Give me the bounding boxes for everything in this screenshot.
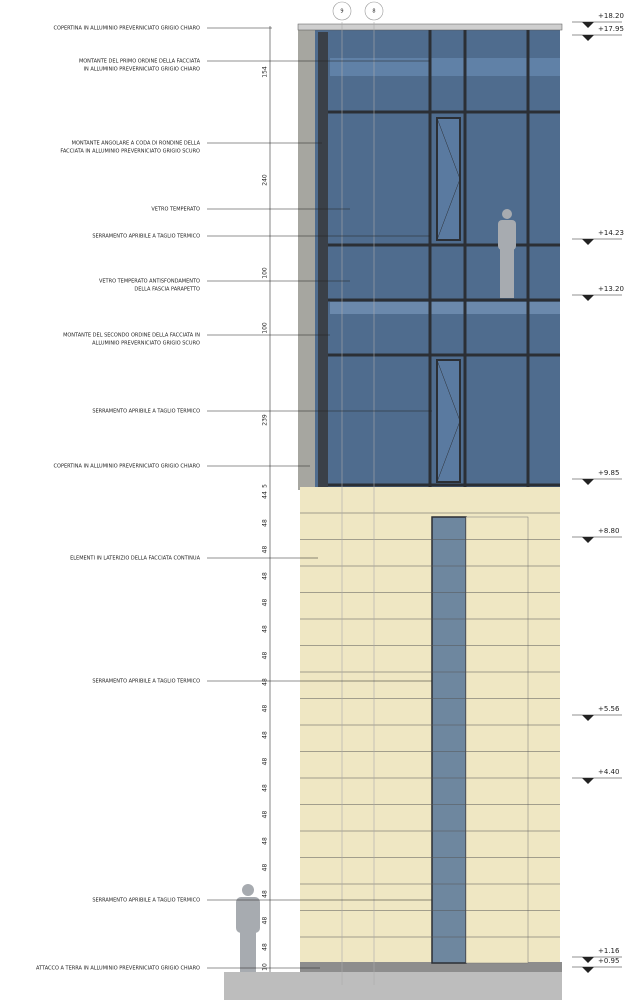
- dimension-text: 239: [262, 414, 269, 426]
- dimension-text: 154: [262, 66, 269, 78]
- window: [436, 117, 461, 241]
- dimension-text: 48: [262, 943, 269, 951]
- annotation-text: SERRAMENTO APRIBILE A TAGLIO TERMICO: [92, 679, 200, 685]
- window: [436, 359, 461, 483]
- reflection: [330, 302, 560, 314]
- level-marker: [582, 967, 594, 973]
- dimension-text: 48: [262, 758, 269, 766]
- window-strip: [431, 516, 467, 964]
- dimension-text: 48: [262, 837, 269, 845]
- level-label: +14.23: [598, 229, 624, 237]
- dimension-text: 48: [262, 519, 269, 527]
- annotation-text: FACCIATA IN ALLUMINIO PREVERNICIATO GRIG…: [60, 149, 200, 155]
- dimension-text: 48: [262, 652, 269, 660]
- dimension-text: 48: [262, 599, 269, 607]
- dimension-text: 48: [262, 784, 269, 792]
- level-label: +8.80: [598, 527, 619, 535]
- level-marker: [582, 35, 594, 41]
- dimension-text: 48: [262, 705, 269, 713]
- dimension-text: 100: [262, 267, 269, 279]
- reflection: [330, 58, 560, 76]
- dimension-text: 48: [262, 890, 269, 898]
- annotation-text: VETRO TEMPERATO: [151, 207, 200, 213]
- annotation-text: SERRAMENTO APRIBILE A TAGLIO TERMICO: [92, 234, 200, 240]
- annotation-text: MONTANTE DEL PRIMO ORDINE DELLA FACCIATA: [79, 59, 201, 65]
- annotation-text: ELEMENTI IN LATERIZIO DELLA FACCIATA CON…: [70, 556, 200, 562]
- level-marker: [582, 715, 594, 721]
- corner-mullion: [318, 32, 328, 487]
- grid-bubble-label: 8: [372, 9, 375, 15]
- level-label: +1.16: [598, 947, 620, 955]
- level-marker: [582, 957, 594, 963]
- opening-sign: [436, 359, 461, 483]
- level-label: +5.56: [598, 705, 620, 713]
- annotation-text: VETRO TEMPERATO ANTISFONDAMENTO: [99, 279, 200, 285]
- base-flashing: [300, 962, 562, 972]
- dimension-text: 44: [262, 491, 269, 499]
- dimension-text: 48: [262, 625, 269, 633]
- level-label: +18.20: [598, 12, 624, 20]
- level-marker: [582, 239, 594, 245]
- level-marker: [582, 537, 594, 543]
- frames: [300, 30, 560, 964]
- annotation-text: MONTANTE ANGOLARE A CODA DI RONDINE DELL…: [72, 141, 201, 147]
- dimension-text: 48: [262, 678, 269, 686]
- annotation-text: COPERTINA IN ALLUMINIO PREVERNICIATO GRI…: [54, 26, 201, 32]
- annotation-text: COPERTINA IN ALLUMINIO PREVERNICIATO GRI…: [54, 464, 201, 470]
- dimension-text: 48: [262, 731, 269, 739]
- level-marker: [582, 479, 594, 485]
- ground: [224, 972, 562, 1000]
- dimension-text: 48: [262, 917, 269, 925]
- annotation-text: IN ALLUMINIO PREVERNICIATO GRIGIO CHIARO: [84, 67, 201, 73]
- level-marker: [582, 778, 594, 784]
- level-label: +13.20: [598, 285, 624, 293]
- dimension-text: 48: [262, 864, 269, 872]
- pier: [298, 28, 318, 490]
- dimension-text: 10: [262, 963, 269, 971]
- level-label: +0.95: [598, 957, 619, 965]
- dimension-text: 48: [262, 811, 269, 819]
- annotation-text: SERRAMENTO APRIBILE A TAGLIO TERMICO: [92, 898, 200, 904]
- figures: [236, 209, 516, 972]
- grid-bubble-label: 9: [340, 9, 343, 15]
- level-marker: [582, 295, 594, 301]
- annotation-text: ALLUMINIO PREVERNICIATO GRIGIO SCURO: [92, 341, 200, 347]
- annotation-text: ATTACCO A TERRA IN ALLUMINIO PREVERNICIA…: [36, 966, 200, 972]
- annotation-text: DELLA FASCIA PARAPETTO: [134, 287, 200, 293]
- coping: [297, 23, 563, 31]
- dimension-text: 100: [262, 322, 269, 334]
- brick-reveal: [465, 516, 529, 964]
- dimension-text: 48: [262, 546, 269, 554]
- annotation-text: SERRAMENTO APRIBILE A TAGLIO TERMICO: [92, 409, 200, 415]
- dimension-text: 240: [262, 174, 269, 186]
- level-marker: [582, 22, 594, 28]
- dimension-text: 48: [262, 572, 269, 580]
- dimension-text: 5: [262, 484, 269, 488]
- grid-bubble: [364, 1, 384, 21]
- level-label: +4.40: [598, 768, 619, 776]
- grid-bubble: [332, 1, 352, 21]
- opening-sign: [436, 117, 461, 241]
- annotation-text: MONTANTE DEL SECONDO ORDINE DELLA FACCIA…: [63, 333, 200, 339]
- level-label: +9.85: [598, 469, 619, 477]
- level-label: +17.95: [598, 25, 624, 33]
